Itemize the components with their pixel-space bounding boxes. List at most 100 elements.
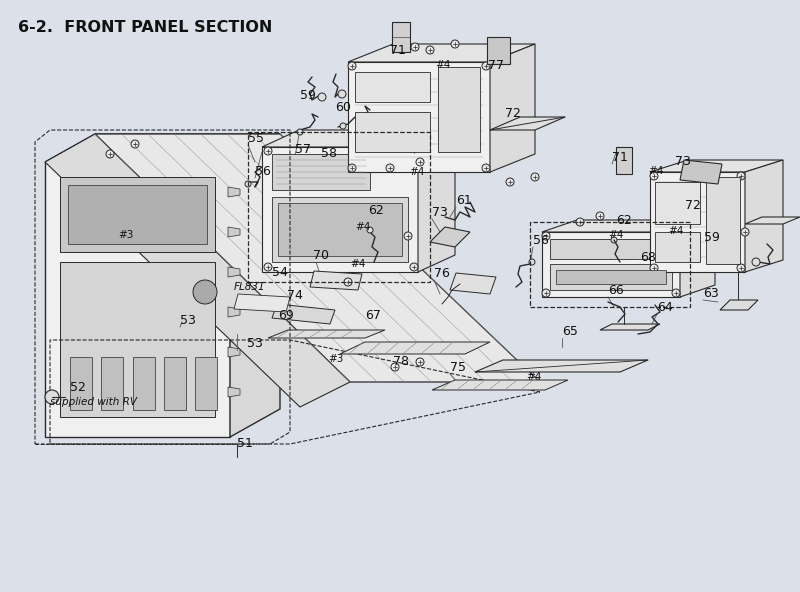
Text: 70: 70 xyxy=(313,249,329,262)
Circle shape xyxy=(542,232,550,240)
Text: 62: 62 xyxy=(616,214,632,227)
Polygon shape xyxy=(234,294,290,312)
Polygon shape xyxy=(616,147,632,174)
Polygon shape xyxy=(418,130,455,272)
Polygon shape xyxy=(45,162,230,437)
Text: 74: 74 xyxy=(287,289,303,302)
Text: #4: #4 xyxy=(608,230,623,240)
Text: 59: 59 xyxy=(704,231,720,244)
Polygon shape xyxy=(438,67,480,152)
Polygon shape xyxy=(228,187,240,197)
Polygon shape xyxy=(45,134,350,407)
Circle shape xyxy=(391,363,399,371)
Polygon shape xyxy=(272,197,408,262)
Polygon shape xyxy=(490,44,535,172)
Polygon shape xyxy=(720,300,758,310)
Text: 54: 54 xyxy=(272,266,288,279)
Circle shape xyxy=(245,181,251,187)
Circle shape xyxy=(611,237,617,243)
Text: #4: #4 xyxy=(350,259,366,269)
Polygon shape xyxy=(95,134,540,382)
Circle shape xyxy=(338,90,346,98)
Polygon shape xyxy=(745,217,800,224)
Text: 56: 56 xyxy=(533,234,549,247)
Text: #4: #4 xyxy=(648,166,663,176)
Text: 78: 78 xyxy=(393,355,409,368)
Polygon shape xyxy=(262,130,455,147)
Polygon shape xyxy=(650,172,745,272)
Polygon shape xyxy=(272,304,335,324)
Text: 71: 71 xyxy=(390,44,406,57)
Text: #4: #4 xyxy=(355,222,370,232)
Polygon shape xyxy=(348,62,490,172)
Text: 60: 60 xyxy=(335,101,351,114)
Circle shape xyxy=(506,178,514,186)
Circle shape xyxy=(596,212,604,220)
Polygon shape xyxy=(60,262,215,417)
Polygon shape xyxy=(195,357,217,410)
Text: 53: 53 xyxy=(247,337,263,350)
Text: #4: #4 xyxy=(526,372,542,382)
Text: 75: 75 xyxy=(450,361,466,374)
Text: 57: 57 xyxy=(295,143,311,156)
Polygon shape xyxy=(102,357,123,410)
Polygon shape xyxy=(680,220,715,297)
Circle shape xyxy=(737,172,745,180)
Circle shape xyxy=(318,93,326,101)
Circle shape xyxy=(45,390,59,404)
Text: 77: 77 xyxy=(488,59,504,72)
Text: 65: 65 xyxy=(562,325,578,338)
Text: 68: 68 xyxy=(640,251,656,264)
Circle shape xyxy=(576,218,584,226)
Polygon shape xyxy=(650,160,783,172)
Circle shape xyxy=(386,164,394,172)
Text: 58: 58 xyxy=(321,147,337,160)
Text: 66: 66 xyxy=(608,284,624,297)
Polygon shape xyxy=(228,267,240,277)
Text: 53: 53 xyxy=(180,314,196,327)
Circle shape xyxy=(672,289,680,297)
Polygon shape xyxy=(392,22,410,52)
Text: 73: 73 xyxy=(432,206,448,219)
Polygon shape xyxy=(68,185,207,244)
Polygon shape xyxy=(550,264,672,290)
Text: 64: 64 xyxy=(657,301,673,314)
Circle shape xyxy=(367,227,373,233)
Polygon shape xyxy=(228,347,240,357)
Circle shape xyxy=(340,123,346,129)
Polygon shape xyxy=(550,239,672,259)
Polygon shape xyxy=(60,177,215,252)
Circle shape xyxy=(348,164,356,172)
Polygon shape xyxy=(272,154,370,190)
Circle shape xyxy=(741,228,749,236)
Circle shape xyxy=(451,40,459,48)
Text: 72: 72 xyxy=(685,199,701,212)
Text: 62: 62 xyxy=(368,204,384,217)
Polygon shape xyxy=(600,324,660,330)
Polygon shape xyxy=(348,44,535,62)
Polygon shape xyxy=(487,37,510,64)
Polygon shape xyxy=(268,330,385,338)
Circle shape xyxy=(650,264,658,272)
Text: 61: 61 xyxy=(456,194,472,207)
Text: 67: 67 xyxy=(365,309,381,322)
Text: supplied with RV: supplied with RV xyxy=(50,397,137,407)
Circle shape xyxy=(752,258,760,266)
Text: 73: 73 xyxy=(675,155,691,168)
Polygon shape xyxy=(230,134,280,437)
Polygon shape xyxy=(432,380,568,390)
Polygon shape xyxy=(340,342,490,354)
Text: 72: 72 xyxy=(505,107,521,120)
Text: 76: 76 xyxy=(434,267,450,280)
Circle shape xyxy=(482,164,490,172)
Polygon shape xyxy=(355,112,430,152)
Circle shape xyxy=(542,289,550,297)
Circle shape xyxy=(344,278,352,286)
Circle shape xyxy=(106,150,114,158)
Text: #3: #3 xyxy=(328,354,343,364)
Text: #3: #3 xyxy=(118,230,134,240)
Polygon shape xyxy=(542,232,680,297)
Text: 51: 51 xyxy=(237,437,253,450)
Polygon shape xyxy=(706,177,740,264)
Polygon shape xyxy=(556,270,666,284)
